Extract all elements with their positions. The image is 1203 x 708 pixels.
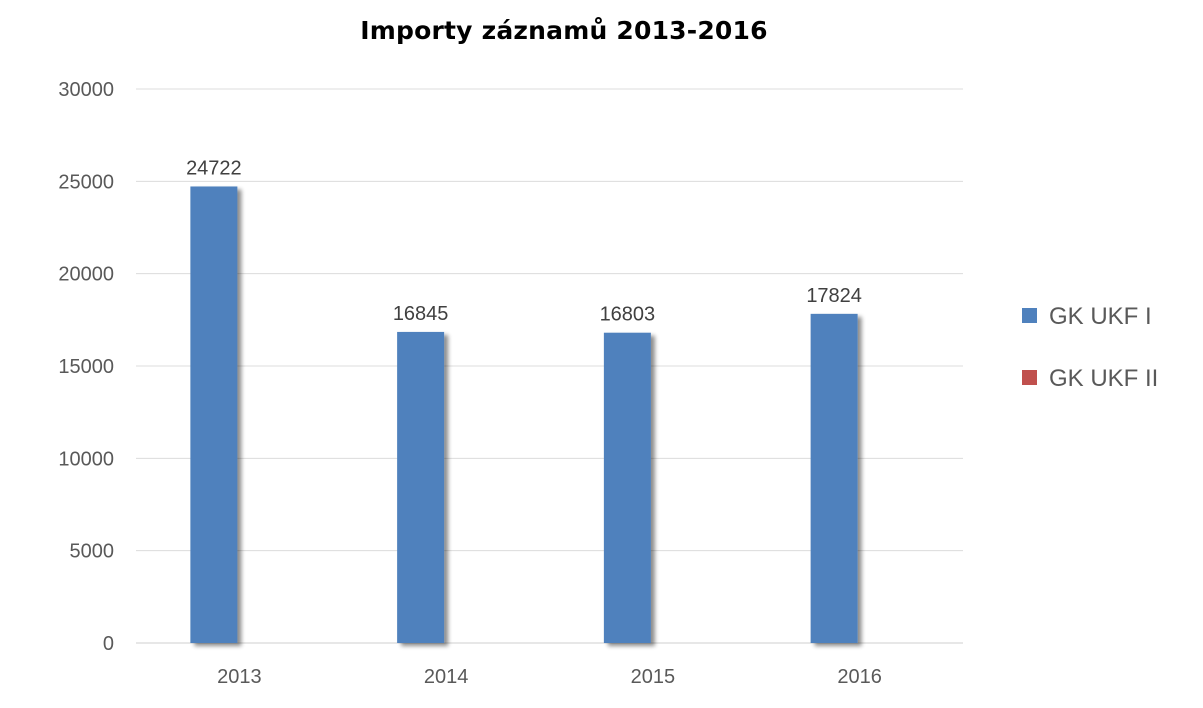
bar-2015 xyxy=(603,332,651,643)
bar-2014 xyxy=(397,331,445,643)
y-tick-label: 15000 xyxy=(58,356,114,378)
legend: GK UKF I GK UKF II xyxy=(1022,303,1158,392)
x-tick-label: 2013 xyxy=(217,666,262,688)
y-tick-label: 30000 xyxy=(58,79,114,101)
chart-title: Importy záznamů 2013-2016 xyxy=(360,16,768,45)
y-axis-ticks: 0 5000 10000 15000 20000 25000 30000 xyxy=(58,79,114,655)
bars xyxy=(190,186,858,643)
data-label-2016: 17824 xyxy=(806,285,862,307)
y-tick-label: 0 xyxy=(103,633,114,655)
y-tick-label: 5000 xyxy=(70,541,115,563)
gridlines xyxy=(136,88,963,644)
data-label-2014: 16845 xyxy=(393,303,449,325)
y-tick-label: 25000 xyxy=(58,171,114,193)
y-tick-label: 10000 xyxy=(58,448,114,470)
legend-swatch-2 xyxy=(1022,370,1037,385)
data-label-2015: 16803 xyxy=(600,304,656,326)
bar-2016 xyxy=(810,313,858,643)
data-labels: 24722 16845 16803 17824 xyxy=(186,157,862,325)
x-tick-label: 2014 xyxy=(424,666,469,688)
y-tick-label: 20000 xyxy=(58,264,114,286)
bar-2013 xyxy=(190,186,238,643)
data-label-2013: 24722 xyxy=(186,157,242,179)
legend-swatch-1 xyxy=(1022,308,1037,323)
x-axis-ticks: 2013 2014 2015 2016 xyxy=(217,666,882,688)
x-tick-label: 2015 xyxy=(631,666,676,688)
legend-label-1: GK UKF I xyxy=(1049,303,1152,330)
legend-label-2: GK UKF II xyxy=(1049,365,1158,392)
x-tick-label: 2016 xyxy=(837,666,882,688)
